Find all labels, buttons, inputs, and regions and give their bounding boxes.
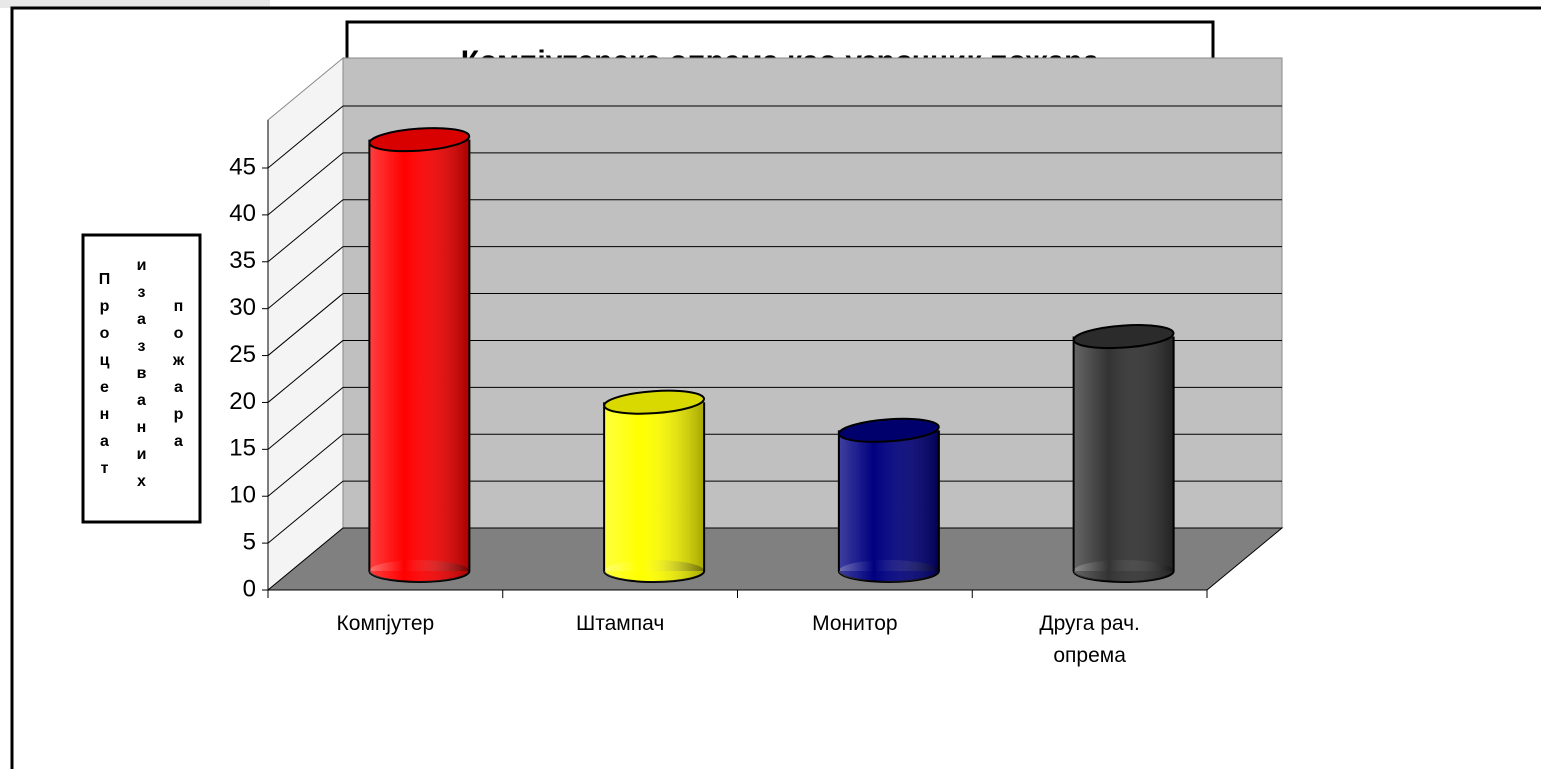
- y-label-wrap: Проценат изазваних пожара: [86, 238, 197, 519]
- x-tick-label: Компјутер: [336, 612, 435, 635]
- bar-bottom-shade: [604, 560, 705, 582]
- bar-bottom-shade: [838, 560, 939, 582]
- y-tick-label: 40: [229, 200, 256, 227]
- grid-line: [267, 152, 344, 216]
- grid-line: [267, 293, 344, 356]
- bar-top: [368, 127, 471, 153]
- y-tick-label: 35: [229, 247, 256, 274]
- y-tick-label: 45: [229, 153, 256, 180]
- y-tick-label: 20: [229, 388, 256, 415]
- top-strip: [0, 0, 270, 8]
- bar-top: [837, 417, 940, 443]
- bar-shade: [604, 402, 705, 571]
- bar-top-shade: [369, 128, 470, 152]
- bar-shade: [838, 430, 939, 571]
- bar-shade: [369, 139, 470, 571]
- grid-line: [267, 340, 344, 403]
- y-label: Проценат изазваних пожара: [96, 257, 187, 500]
- grid-line: [267, 386, 344, 450]
- y-tick-label: 30: [229, 294, 256, 321]
- y-tick-label: 0: [243, 575, 256, 602]
- grid-line: [267, 433, 344, 497]
- bar-top: [1072, 324, 1175, 350]
- bar-shade: [1073, 336, 1174, 571]
- bar-top-shade: [838, 418, 939, 442]
- grid-line: [267, 199, 344, 263]
- y-tick-label: 25: [229, 341, 256, 368]
- y-tick-label: 15: [229, 435, 256, 462]
- grid-line: [267, 246, 344, 310]
- y-tick-label: 10: [229, 482, 256, 509]
- grid-line: [267, 480, 344, 544]
- bar-top: [603, 389, 706, 415]
- grid-line: [267, 105, 344, 169]
- x-tick-label: Штампач: [575, 612, 665, 635]
- frame: [10, 6, 1541, 769]
- x-tick-label: Монитор: [812, 612, 898, 635]
- bar-top-shade: [604, 390, 705, 414]
- bar-bottom-shade: [1073, 560, 1174, 582]
- bar-bottom-shade: [369, 560, 470, 582]
- bar-top-shade: [1073, 325, 1174, 349]
- y-tick-label: 5: [243, 528, 256, 555]
- y-label-box: [81, 233, 202, 524]
- x-tick-label: Друга рач. опрема: [1039, 612, 1140, 667]
